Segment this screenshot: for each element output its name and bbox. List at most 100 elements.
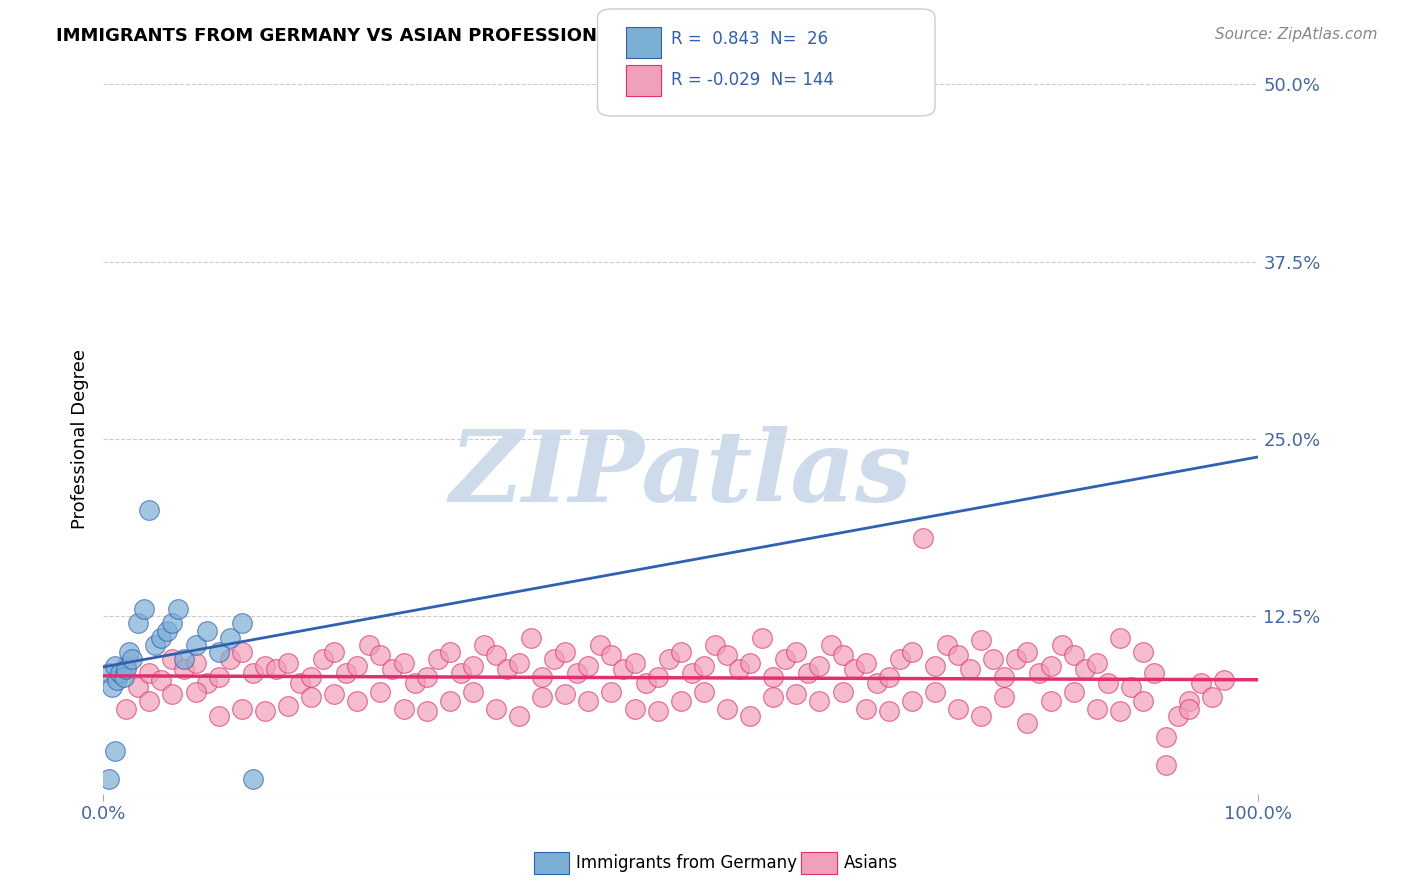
Point xyxy=(105,673,128,688)
Point xyxy=(946,701,969,715)
Point xyxy=(97,772,120,787)
Point xyxy=(877,705,900,719)
Point xyxy=(785,645,807,659)
Point xyxy=(323,645,346,659)
Point xyxy=(346,659,368,673)
Point xyxy=(208,645,231,659)
Point xyxy=(1017,645,1039,659)
Point xyxy=(970,633,993,648)
Point xyxy=(104,659,127,673)
Point xyxy=(288,676,311,690)
Point xyxy=(565,666,588,681)
Point xyxy=(415,670,437,684)
Point xyxy=(242,666,264,681)
Point xyxy=(138,666,160,681)
Point xyxy=(855,701,877,715)
Point xyxy=(820,638,842,652)
Point xyxy=(1050,638,1073,652)
Point xyxy=(485,648,508,662)
Point xyxy=(392,656,415,670)
Point xyxy=(935,638,957,652)
Point xyxy=(184,638,207,652)
Point xyxy=(751,631,773,645)
Point xyxy=(589,638,612,652)
Point xyxy=(716,648,738,662)
Point xyxy=(727,662,749,676)
Point xyxy=(195,624,218,638)
Point xyxy=(647,705,669,719)
Point xyxy=(323,687,346,701)
Point xyxy=(785,687,807,701)
Point xyxy=(138,694,160,708)
Point xyxy=(924,684,946,698)
Point xyxy=(901,645,924,659)
Point xyxy=(1154,730,1177,744)
Point xyxy=(357,638,380,652)
Point xyxy=(543,652,565,666)
Point xyxy=(335,666,357,681)
Point xyxy=(531,690,554,705)
Point xyxy=(877,670,900,684)
Point xyxy=(370,684,392,698)
Point xyxy=(427,652,450,666)
Point xyxy=(576,694,599,708)
Point xyxy=(1005,652,1028,666)
Point xyxy=(1097,676,1119,690)
Point xyxy=(808,659,831,673)
Text: R = -0.029  N= 144: R = -0.029 N= 144 xyxy=(671,71,834,89)
Point xyxy=(173,652,195,666)
Point xyxy=(346,694,368,708)
Point xyxy=(946,648,969,662)
Point xyxy=(1201,690,1223,705)
Point xyxy=(370,648,392,662)
Point xyxy=(831,684,853,698)
Point xyxy=(808,694,831,708)
Point xyxy=(924,659,946,673)
Point xyxy=(1178,694,1201,708)
Point xyxy=(121,652,143,666)
Point xyxy=(162,652,184,666)
Point xyxy=(156,624,179,638)
Y-axis label: Professional Degree: Professional Degree xyxy=(72,349,89,529)
Point xyxy=(219,631,242,645)
Point xyxy=(127,616,149,631)
Point xyxy=(600,648,623,662)
Text: R =  0.843  N=  26: R = 0.843 N= 26 xyxy=(671,30,828,48)
Point xyxy=(1121,681,1143,695)
Point xyxy=(623,701,645,715)
Point xyxy=(117,645,139,659)
Point xyxy=(762,670,785,684)
Point xyxy=(1143,666,1166,681)
Point xyxy=(797,666,820,681)
Point xyxy=(450,666,472,681)
Point xyxy=(311,652,333,666)
Point xyxy=(993,670,1015,684)
Point xyxy=(127,681,149,695)
Point xyxy=(485,701,508,715)
Point xyxy=(474,638,496,652)
Point xyxy=(149,631,172,645)
Text: IMMIGRANTS FROM GERMANY VS ASIAN PROFESSIONAL DEGREE CORRELATION CHART: IMMIGRANTS FROM GERMANY VS ASIAN PROFESS… xyxy=(56,27,931,45)
Point xyxy=(219,652,242,666)
Point xyxy=(253,705,276,719)
Point xyxy=(704,638,727,652)
Point xyxy=(149,673,172,688)
Point xyxy=(415,705,437,719)
Point xyxy=(519,631,541,645)
Point xyxy=(842,662,865,676)
Point xyxy=(138,503,160,517)
Point xyxy=(104,744,127,758)
Text: Source: ZipAtlas.com: Source: ZipAtlas.com xyxy=(1215,27,1378,42)
Point xyxy=(208,708,231,723)
Point xyxy=(1017,715,1039,730)
Point xyxy=(110,666,132,681)
Text: Immigrants from Germany: Immigrants from Germany xyxy=(576,854,797,871)
Point xyxy=(912,532,935,546)
Point xyxy=(855,656,877,670)
Point xyxy=(277,698,299,713)
Point xyxy=(1189,676,1212,690)
Point xyxy=(669,645,692,659)
Point xyxy=(97,666,120,681)
Point xyxy=(381,662,404,676)
Point xyxy=(439,645,461,659)
